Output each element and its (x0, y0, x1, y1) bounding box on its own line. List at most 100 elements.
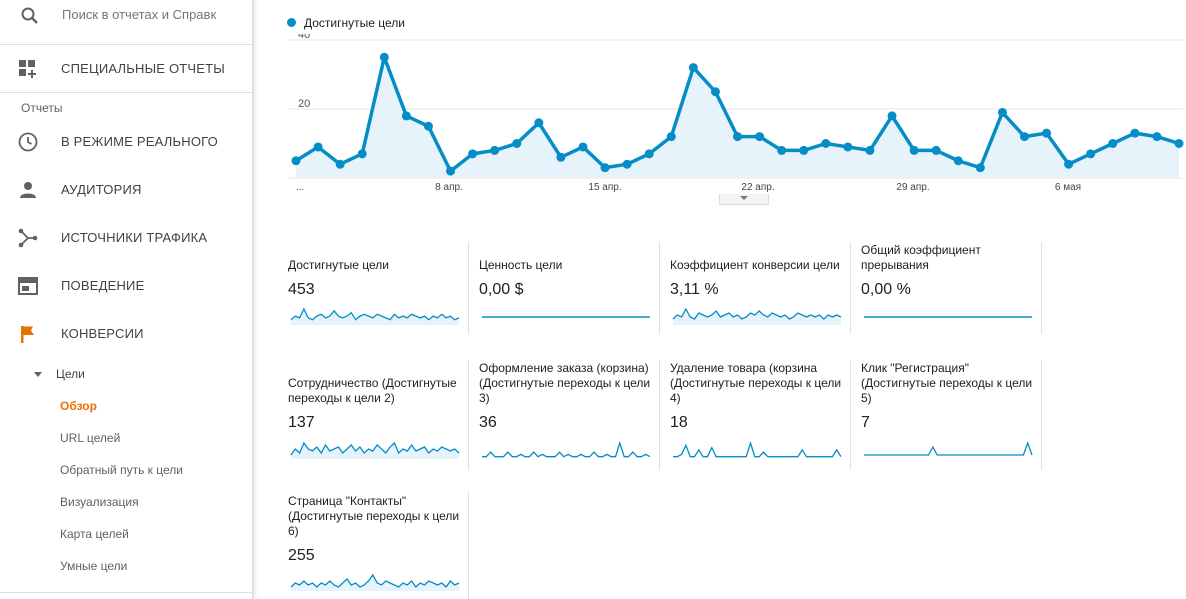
data-point[interactable] (401, 111, 411, 121)
metric-tile[interactable]: Достигнутые цели (288, 213, 478, 273)
data-point[interactable] (953, 156, 963, 166)
data-point[interactable] (975, 163, 985, 173)
data-point[interactable] (821, 139, 831, 148)
search-bar[interactable]: Поиск в отчетах и Справк (0, 0, 252, 45)
metric-value: 36 (479, 414, 497, 431)
metric-tile[interactable]: Сотрудничество (Достигнутые переходы к ц… (288, 346, 478, 406)
data-point[interactable] (512, 139, 522, 148)
data-point[interactable] (1130, 128, 1140, 138)
data-point[interactable] (335, 159, 345, 169)
data-point[interactable] (556, 152, 566, 162)
data-point[interactable] (755, 132, 765, 142)
metric-label: Клик "Регистрация" (Достигнутые переходы… (861, 361, 1033, 405)
sparkline (864, 441, 1033, 456)
metric-tile[interactable]: Общий коэффициент прерывания (861, 213, 1051, 273)
x-tick-label: 22 апр. (741, 182, 774, 193)
caret-down-icon (740, 196, 748, 200)
metric-value: 3,11 % (670, 281, 719, 298)
goals-overview-link[interactable]: Обзор (60, 399, 97, 413)
data-point[interactable] (423, 121, 433, 131)
metric-value: 137 (288, 414, 315, 431)
data-point[interactable] (843, 142, 853, 152)
metric-tile[interactable]: Страница "Контакты" (Достигнутые переход… (288, 479, 478, 539)
data-point[interactable] (733, 132, 742, 142)
data-point[interactable] (600, 163, 610, 173)
data-point[interactable] (1064, 159, 1074, 169)
search-input[interactable]: Поиск в отчетах и Справк (62, 7, 217, 22)
reports-section-label: Отчеты (21, 101, 63, 115)
data-point[interactable] (931, 145, 941, 155)
goal-urls-link[interactable]: URL целей (60, 431, 121, 445)
metric-label: Коэффициент конверсии цели (670, 258, 840, 272)
data-point[interactable] (313, 142, 323, 152)
metric-label: Удаление товара (корзина (Достигнутые пе… (670, 361, 842, 405)
data-point[interactable] (1086, 149, 1096, 159)
goals-label: Цели (56, 367, 85, 381)
metric-tile[interactable]: Коэффициент конверсии цели (670, 213, 860, 273)
legend-dot (287, 18, 296, 28)
data-point[interactable] (468, 149, 478, 159)
tile-separator (850, 360, 851, 470)
data-point[interactable] (446, 166, 456, 176)
tile-separator (468, 242, 469, 334)
sidebar-item-acquisition[interactable]: ИСТОЧНИКИ ТРАФИКА (0, 218, 252, 258)
custom-reports-item[interactable]: СПЕЦИАЛЬНЫЕ ОТЧЕТЫ (0, 49, 252, 89)
sidebar: Поиск в отчетах и Справк СПЕЦИАЛЬНЫЕ ОТЧ… (0, 0, 253, 599)
chart-collapse-toggle[interactable] (719, 194, 769, 205)
data-point[interactable] (291, 156, 301, 166)
data-point[interactable] (534, 118, 544, 128)
sparkline-area (673, 309, 841, 325)
chart-legend[interactable]: Достигнутые цели (287, 16, 405, 30)
data-point[interactable] (710, 87, 720, 97)
metric-tile[interactable]: Клик "Регистрация" (Достигнутые переходы… (861, 346, 1051, 406)
x-tick-label: ... (296, 182, 304, 193)
data-point[interactable] (644, 149, 654, 159)
data-point[interactable] (622, 159, 632, 169)
smart-goals-link[interactable]: Умные цели (60, 559, 128, 573)
reverse-goal-path-link[interactable]: Обратный путь к цели (60, 463, 183, 477)
data-point[interactable] (578, 142, 588, 152)
data-point[interactable] (357, 149, 367, 159)
data-point[interactable] (1108, 139, 1118, 148)
metric-value: 453 (288, 281, 315, 298)
data-point[interactable] (997, 107, 1007, 117)
sparkline (673, 440, 842, 458)
metric-tile[interactable]: Ценность цели (479, 213, 669, 273)
custom-reports-label: СПЕЦИАЛЬНЫЕ ОТЧЕТЫ (61, 61, 225, 76)
sidebar-item-conversions[interactable]: КОНВЕРСИИ (0, 314, 252, 354)
data-point[interactable] (1174, 139, 1184, 148)
sidebar-item-label: В РЕЖИМЕ РЕАЛЬНОГО (61, 134, 218, 149)
metric-value: 255 (288, 547, 315, 564)
line-chart[interactable]: 40 20... 8 апр. 15 апр. 22 апр. 29 апр. 6 мая (253, 34, 1186, 194)
sidebar-item-audience[interactable]: АУДИТОРИЯ (0, 170, 252, 210)
sidebar-item-realtime[interactable]: В РЕЖИМЕ РЕАЛЬНОГО (0, 122, 252, 162)
x-tick-label: 6 мая (1055, 182, 1081, 193)
x-tick-label: 29 апр. (896, 182, 929, 193)
data-point[interactable] (1019, 132, 1029, 142)
data-point[interactable] (887, 111, 897, 121)
data-point[interactable] (490, 145, 500, 155)
metric-label: Сотрудничество (Достигнутые переходы к ц… (288, 376, 457, 405)
tile-separator (1041, 360, 1042, 470)
data-point[interactable] (379, 52, 389, 62)
sidebar-item-behavior[interactable]: ПОВЕДЕНИЕ (0, 266, 252, 306)
data-point[interactable] (799, 145, 809, 155)
data-point[interactable] (666, 132, 676, 142)
metric-value: 7 (861, 414, 870, 431)
metric-tile[interactable]: Удаление товара (корзина (Достигнутые пе… (670, 346, 860, 406)
goals-toggle[interactable]: Цели (34, 367, 85, 381)
data-point[interactable] (1152, 132, 1162, 142)
metric-label: Оформление заказа (корзина) (Достигнутые… (479, 361, 651, 405)
search-icon[interactable] (20, 6, 40, 31)
data-point[interactable] (777, 145, 787, 155)
data-point[interactable] (1042, 128, 1052, 138)
data-point[interactable] (909, 145, 919, 155)
data-point[interactable] (865, 145, 875, 155)
goal-flow-link[interactable]: Карта целей (60, 527, 129, 541)
metric-tile[interactable]: Оформление заказа (корзина) (Достигнутые… (479, 346, 669, 406)
data-point[interactable] (688, 63, 698, 73)
funnel-visualization-link[interactable]: Визуализация (60, 495, 139, 509)
divider (0, 92, 252, 93)
sparkline (672, 307, 842, 325)
legend-label: Достигнутые цели (304, 16, 405, 30)
